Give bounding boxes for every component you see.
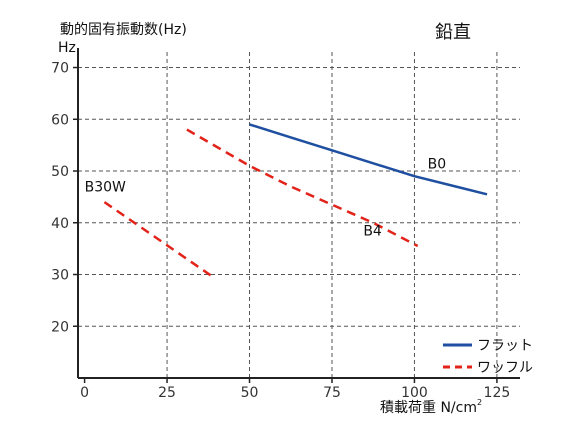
x-tick-label-50: 50	[241, 385, 259, 401]
y-tick-label-40: 40	[51, 216, 69, 232]
x-tick-label-0: 0	[80, 385, 89, 401]
y-tick-label-30: 30	[51, 268, 69, 284]
series-label-b4: B4	[363, 224, 382, 240]
series-line-b30w	[103, 201, 214, 279]
series-label-b30w: B30W	[85, 180, 126, 196]
y-tick-label-50: 50	[51, 164, 69, 180]
annotations: B0 B4 B30W	[85, 156, 447, 239]
y-tick-label-20: 20	[51, 319, 69, 335]
axes	[73, 48, 520, 383]
legend: フラット ワッフル	[443, 338, 533, 376]
legend-label-flat: フラット	[477, 338, 533, 354]
orientation-label: 鉛直	[435, 22, 471, 43]
x-axis-label-sup: 2	[477, 398, 482, 407]
grid-lines	[78, 52, 520, 378]
x-tick-label-25: 25	[158, 385, 176, 401]
x-tick-label-125: 125	[484, 385, 511, 401]
series-line-b0	[249, 123, 488, 196]
x-axis-label: 積載荷重 N/cm2	[380, 398, 482, 416]
x-tick-label-100: 100	[401, 385, 428, 401]
x-tick-label-75: 75	[323, 385, 341, 401]
tick-labels: 20 30 40 50 60 70 0 25 50 75 100 125	[51, 61, 510, 401]
series-line-b4	[186, 128, 419, 248]
series-label-b0: B0	[428, 156, 447, 172]
y-axis-label: Hz	[58, 40, 76, 56]
y-tick-label-60: 60	[51, 112, 69, 128]
series-lines	[103, 123, 488, 279]
y-tick-label-70: 70	[51, 61, 69, 77]
legend-label-waffle: ワッフル	[477, 360, 533, 376]
x-axis-label-main: 積載荷重 N/cm	[380, 400, 477, 416]
chart-title: 動的固有振動数(Hz)	[60, 22, 187, 38]
